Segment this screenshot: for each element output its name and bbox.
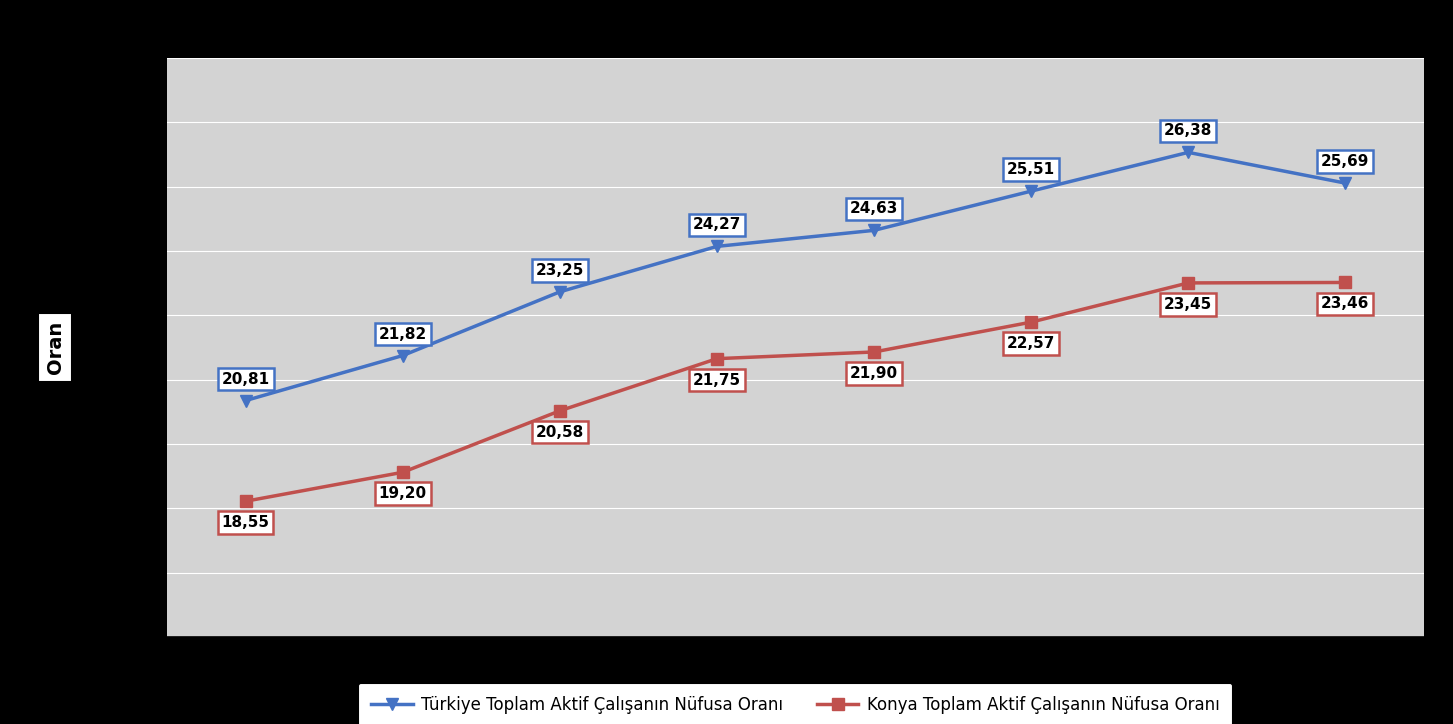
Text: 21,90: 21,90	[850, 366, 898, 381]
Text: 21,75: 21,75	[693, 373, 741, 387]
Text: 23,45: 23,45	[1164, 297, 1212, 312]
Legend: Türkiye Toplam Aktif Çalışanın Nüfusa Oranı, Konya Toplam Aktif Çalışanın Nüfusa: Türkiye Toplam Aktif Çalışanın Nüfusa Or…	[357, 683, 1234, 724]
Text: 19,20: 19,20	[379, 486, 427, 501]
Text: 25,51: 25,51	[1007, 162, 1055, 177]
Text: 24,63: 24,63	[850, 201, 898, 216]
Text: 24,27: 24,27	[693, 217, 741, 232]
Text: 26,38: 26,38	[1164, 124, 1212, 138]
Text: 22,57: 22,57	[1007, 336, 1055, 351]
Text: 25,69: 25,69	[1321, 154, 1370, 169]
Text: 23,46: 23,46	[1321, 296, 1370, 311]
Text: 20,58: 20,58	[536, 425, 584, 439]
Text: 21,82: 21,82	[379, 327, 427, 342]
Text: 18,55: 18,55	[222, 515, 270, 530]
Text: 23,25: 23,25	[536, 263, 584, 278]
Text: Oran: Oran	[45, 321, 65, 374]
Text: 20,81: 20,81	[222, 371, 270, 387]
